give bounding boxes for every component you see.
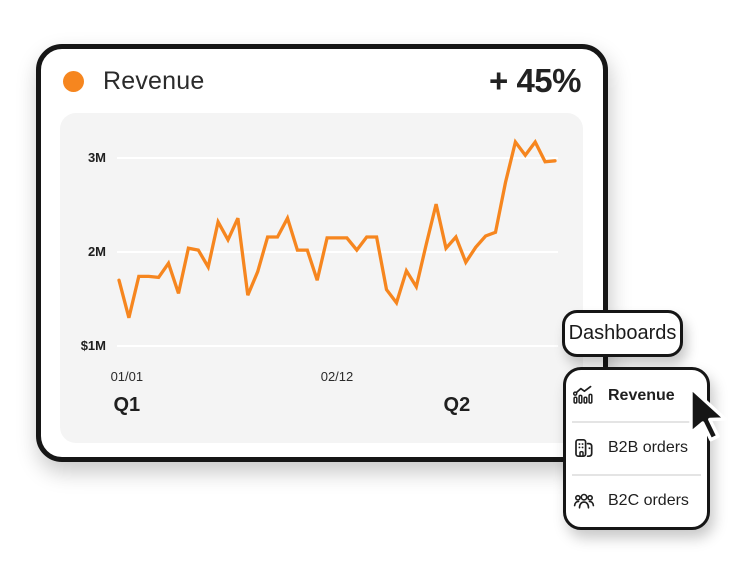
menu-item-b2b-orders[interactable]: B2B orders: [566, 423, 707, 474]
menu-item-label: Revenue: [608, 386, 675, 404]
revenue-legend-dot: [63, 70, 84, 92]
menu-item-label: B2B orders: [608, 439, 689, 457]
y-tick-label: 2M: [87, 244, 106, 259]
card-header: Revenue + 45%: [41, 49, 603, 113]
revenue-series-line: [117, 138, 557, 319]
dashboards-dropdown-trigger[interactable]: Dashboards: [562, 310, 683, 357]
menu-item-revenue[interactable]: Revenue: [566, 370, 707, 421]
quarter-label: Q1: [113, 394, 141, 416]
people-icon: [573, 494, 595, 509]
menu-item-label: B2C orders: [608, 492, 689, 510]
y-tick-label: $1M: [80, 338, 106, 353]
dashboards-trigger-label: Dashboards: [568, 322, 677, 344]
menu-divider: [572, 474, 701, 476]
delta-value: + 45%: [489, 62, 582, 99]
card-title: Revenue: [103, 66, 205, 95]
menu-item-b2c-orders[interactable]: B2C orders: [566, 476, 707, 527]
x-tick-label: 01/01: [110, 369, 144, 384]
revenue-line-chart: 3M 2M $1M 01/01 02/12 Q1 Q2: [60, 113, 583, 443]
dashboards-menu: Revenue B2B orders: [563, 367, 710, 530]
revenue-card: Revenue + 45% 3M 2M $1M 01/01 02/12 Q1 Q2: [36, 44, 608, 462]
building-icon: [575, 439, 593, 458]
menu-divider: [572, 421, 701, 423]
line-chart-canvas: [117, 138, 558, 347]
pointer-cursor: [689, 386, 727, 442]
x-tick-label: 02/12: [320, 369, 354, 384]
quarter-label: Q2: [443, 394, 471, 416]
chart-trend-icon: [572, 385, 593, 404]
y-tick-label: 3M: [87, 150, 106, 165]
